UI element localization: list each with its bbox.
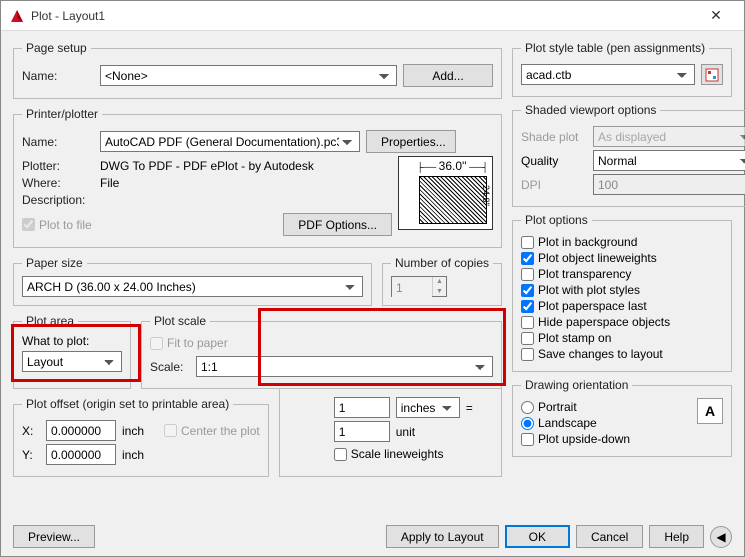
edit-style-button[interactable] (701, 64, 723, 85)
copies-group: Number of copies ▲▼ (382, 256, 502, 306)
shaded-legend: Shaded viewport options (521, 103, 660, 117)
preview-height: 24.0'' (481, 185, 491, 206)
plot-scale-group: Plot scale Fit to paper Scale: 1:1 (141, 314, 502, 389)
plot-style-select[interactable]: acad.ctb (521, 64, 695, 85)
plot-offset-legend: Plot offset (origin set to printable are… (22, 397, 233, 411)
plotter-value: DWG To PDF - PDF ePlot - by Autodesk (100, 159, 314, 173)
plot-to-file-checkbox (22, 218, 35, 231)
pen-table-icon (705, 68, 719, 82)
printer-legend: Printer/plotter (22, 107, 102, 121)
plot-to-file-label: Plot to file (39, 218, 92, 232)
cancel-button[interactable]: Cancel (576, 525, 643, 548)
chevron-left-icon: ◀ (716, 530, 725, 544)
paper-size-group: Paper size ARCH D (36.00 x 24.00 Inches) (13, 256, 372, 306)
copies-spinbox: ▲▼ (391, 276, 447, 297)
unit-label: unit (396, 425, 415, 439)
page-setup-group: Page setup Name: <None> Add... (13, 41, 502, 99)
opt-pspace-checkbox[interactable] (521, 300, 534, 313)
plot-offset-group: Plot offset (origin set to printable are… (13, 397, 269, 477)
apply-to-layout-button[interactable]: Apply to Layout (386, 525, 499, 548)
copies-legend: Number of copies (391, 256, 493, 270)
preview-width: ├── 36.0'' ──┤ (417, 159, 488, 173)
page-setup-name-label: Name: (22, 69, 94, 83)
plot-dialog: Plot - Layout1 ✕ Page setup Name: <None>… (0, 0, 745, 557)
dpi-label: DPI (521, 178, 587, 192)
opt-save-checkbox[interactable] (521, 348, 534, 361)
ok-button[interactable]: OK (505, 525, 570, 548)
plot-style-legend: Plot style table (pen assignments) (521, 41, 709, 55)
fit-to-paper-checkbox (150, 337, 163, 350)
description-label: Description: (22, 193, 94, 207)
dpi-input (593, 174, 745, 195)
opt-lw-checkbox[interactable] (521, 252, 534, 265)
scale-units-select[interactable]: inches (396, 397, 460, 418)
shade-plot-label: Shade plot (521, 130, 587, 144)
page-setup-name-select[interactable]: <None> (100, 65, 397, 86)
pdf-options-button[interactable]: PDF Options... (283, 213, 392, 236)
titlebar: Plot - Layout1 ✕ (1, 1, 744, 31)
preview-button[interactable]: Preview... (13, 525, 95, 548)
y-label: Y: (22, 448, 40, 462)
y-input[interactable] (46, 444, 116, 465)
printer-name-label: Name: (22, 135, 94, 149)
plotter-label: Plotter: (22, 159, 94, 173)
y-unit: inch (122, 448, 144, 462)
plot-style-table-group: Plot style table (pen assignments) acad.… (512, 41, 732, 97)
properties-button[interactable]: Properties... (366, 130, 456, 153)
landscape-radio[interactable] (521, 417, 534, 430)
orientation-icon: A (697, 398, 723, 424)
scale-lineweights-label: Scale lineweights (351, 447, 444, 461)
opt-hide-checkbox[interactable] (521, 316, 534, 329)
plot-options-legend: Plot options (521, 213, 592, 227)
scale-denominator-input[interactable] (334, 421, 390, 442)
upside-down-checkbox[interactable] (521, 433, 534, 446)
add-button[interactable]: Add... (403, 64, 493, 87)
shade-plot-select: As displayed (593, 126, 745, 147)
orientation-legend: Drawing orientation (521, 378, 632, 392)
help-button[interactable]: Help (649, 525, 704, 548)
plot-scale-legend: Plot scale (150, 314, 210, 328)
x-input[interactable] (46, 420, 116, 441)
what-to-plot-select[interactable]: Layout (22, 351, 122, 372)
autocad-logo-icon (9, 8, 25, 24)
page-setup-legend: Page setup (22, 41, 91, 55)
where-label: Where: (22, 176, 94, 190)
quality-label: Quality (521, 154, 587, 168)
scale-label: Scale: (150, 360, 190, 374)
portrait-radio[interactable] (521, 401, 534, 414)
fit-to-paper-label: Fit to paper (167, 336, 228, 350)
paper-size-legend: Paper size (22, 256, 87, 270)
opt-styles-checkbox[interactable] (521, 284, 534, 297)
opt-bg-checkbox[interactable] (521, 236, 534, 249)
plot-options-group: Plot options Plot in background Plot obj… (512, 213, 732, 372)
printer-name-select[interactable]: AutoCAD PDF (General Documentation).pc3 (100, 131, 360, 152)
opt-stamp-checkbox[interactable] (521, 332, 534, 345)
orientation-group: Drawing orientation Portrait Landscape P… (512, 378, 732, 457)
opt-trans-checkbox[interactable] (521, 268, 534, 281)
quality-select[interactable]: Normal (593, 150, 745, 171)
copies-input (392, 277, 432, 298)
plot-area-legend: Plot area (22, 314, 78, 328)
scale-numerator-input[interactable] (334, 397, 390, 418)
x-label: X: (22, 424, 40, 438)
spin-up-icon: ▲ (433, 277, 446, 287)
scale-lineweights-checkbox[interactable] (334, 448, 347, 461)
paper-size-select[interactable]: ARCH D (36.00 x 24.00 Inches) (22, 276, 363, 297)
where-value: File (100, 176, 119, 190)
bottom-bar: Preview... Apply to Layout OK Cancel Hel… (13, 525, 732, 548)
shaded-viewport-group: Shaded viewport options Shade plot As dis… (512, 103, 745, 207)
collapse-button[interactable]: ◀ (710, 526, 732, 548)
center-plot-checkbox (164, 424, 177, 437)
plot-area-group: Plot area What to plot: Layout (13, 314, 131, 389)
printer-group: Printer/plotter Name: AutoCAD PDF (Gener… (13, 107, 502, 248)
equals-label: = (466, 401, 473, 415)
spin-down-icon: ▼ (433, 287, 446, 297)
scale-select[interactable]: 1:1 (196, 356, 493, 377)
close-icon[interactable]: ✕ (696, 7, 736, 24)
center-plot-label: Center the plot (181, 424, 260, 438)
x-unit: inch (122, 424, 144, 438)
what-to-plot-label: What to plot: (22, 334, 122, 348)
paper-preview: ├── 36.0'' ──┤ 24.0'' (398, 156, 493, 230)
window-title: Plot - Layout1 (31, 9, 696, 23)
